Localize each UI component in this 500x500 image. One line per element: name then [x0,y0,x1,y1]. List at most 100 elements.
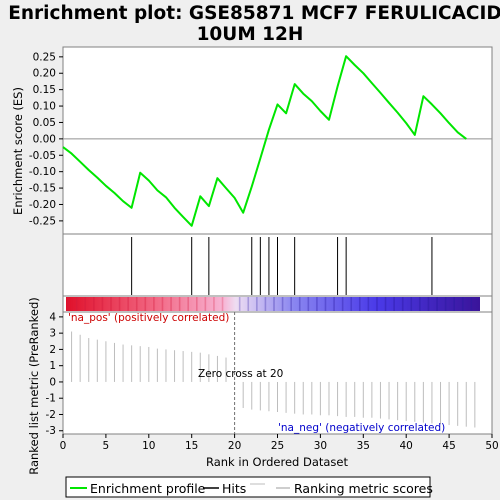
heat-stripe [67,297,69,311]
heat-stripe [376,297,378,311]
heat-stripe [384,297,387,311]
heat-stripe [290,297,292,311]
es-y-axis: -0.25 -0.20 -0.15 -0.10 -0.05 0.00 0.05 0.10 0.1… [29,51,63,227]
heat-band-stripes [67,297,473,311]
heat-stripe [350,297,353,311]
es-y-tick-label: -0.10 [29,166,56,178]
es-panel [62,46,493,235]
heat-stripe [359,297,361,311]
es-y-tick-label: 0.25 [33,51,56,63]
heat-stripe [436,297,438,311]
es-y-tick-label: -0.05 [29,150,56,162]
heat-stripe [127,297,129,311]
heat-stripe [178,297,181,311]
es-y-tick-label: -0.25 [29,215,56,227]
neg-correlated-label: 'na_neg' (negatively correlated) [278,422,445,434]
heat-stripe [93,297,95,311]
rank-y-tick-label: 0 [49,376,56,388]
rank-y-tick-label: 3 [49,328,56,340]
x-tick-label: 50 [485,440,498,452]
heat-stripe [281,297,284,311]
x-tick-label: 15 [185,440,198,452]
rank-y-tick-label: -3 [46,425,56,437]
heat-stripe [144,297,147,311]
x-tick-label: 20 [228,440,241,452]
heat-stripe [110,297,112,311]
heat-stripe [410,297,413,311]
legend-metric-label: Ranking metric scores [294,481,433,496]
x-tick-label: 10 [142,440,155,452]
heat-stripe [367,297,370,311]
heat-stripe [298,297,301,311]
heat-stripe [419,297,421,311]
legend-box [65,476,431,498]
rank-y-axis: -3 -2 -1 0 1 2 3 4 [46,311,63,437]
heat-stripe [427,297,430,311]
heat-stripe [273,297,275,311]
x-tick-label: 45 [442,440,455,452]
legend: Enrichment profile Hits Ranking metric s… [65,476,433,498]
heat-stripe [341,297,344,311]
heat-stripe [264,297,267,311]
heat-stripe [195,297,198,311]
rank-y-tick-label: 2 [49,344,56,356]
legend-enrichment-label: Enrichment profile [90,481,206,496]
heat-stripe [316,297,318,311]
rank-y-tick-label: 4 [49,311,56,323]
zero-cross-label: Zero cross at 20 [198,368,283,380]
heat-stripe [401,297,404,311]
rank-panel [62,311,493,435]
x-tick-label: 30 [314,440,327,452]
es-y-tick-label: 0.20 [33,68,56,80]
enrichment-profile-line [62,55,467,227]
heat-stripe [118,297,121,311]
es-y-tick-label: 0.05 [33,117,56,129]
heat-stripe [84,297,87,311]
heat-stripe [75,297,78,311]
heat-stripe [101,297,104,311]
rank-y-tick-label: 1 [49,360,56,372]
x-tick-label: 25 [271,440,284,452]
heat-stripe [256,297,258,311]
heat-band [66,297,480,311]
pos-correlated-label: 'na_pos' (positively correlated) [68,312,229,324]
heat-stripe [135,297,138,311]
es-y-axis-label: Enrichment score (ES) [11,87,25,215]
rank-y-axis-label: Ranked list metric (PreRanked) [27,297,41,475]
es-y-tick-label: 0.10 [33,101,56,113]
chart-title-line-1: Enrichment plot: GSE85871 MCF7 FERULICAC… [8,3,500,24]
enrichment-profile [62,55,467,227]
es-y-tick-label: 0.15 [33,84,56,96]
x-axis-label: Rank in Ordered Dataset [206,455,349,469]
heat-stripe [247,297,250,311]
heat-stripe [213,297,215,311]
ranking-metric-bars [71,331,476,428]
heat-stripe [161,297,164,311]
heat-stripe [470,297,473,311]
heat-stripe [187,297,190,311]
heat-stripe [238,297,241,311]
x-axis: 0 5 10 15 20 25 30 35 40 45 50 [60,434,499,452]
heat-stripe [324,297,327,311]
heat-stripe [393,297,395,311]
es-y-tick-label: -0.20 [29,199,56,211]
heat-stripe [461,297,464,311]
rank-y-tick-label: -2 [46,409,56,421]
heat-stripe [170,297,172,311]
x-tick-label: 0 [60,440,67,452]
rank-y-tick-label: -1 [46,393,56,405]
x-tick-label: 40 [400,440,413,452]
heat-stripe [221,297,224,311]
chart-title-line-2: 10UM 12H [197,24,304,45]
x-tick-label: 5 [103,440,110,452]
heat-stripe [444,297,447,311]
es-y-tick-label: 0.00 [33,133,56,145]
hit-markers [131,237,433,295]
heat-stripe [307,297,310,311]
heat-stripe [204,297,207,311]
heat-band-gradient [66,297,480,311]
es-y-tick-label: -0.15 [29,183,56,195]
x-tick-label: 35 [357,440,370,452]
heat-stripe [333,297,335,311]
heat-stripe [153,297,155,311]
